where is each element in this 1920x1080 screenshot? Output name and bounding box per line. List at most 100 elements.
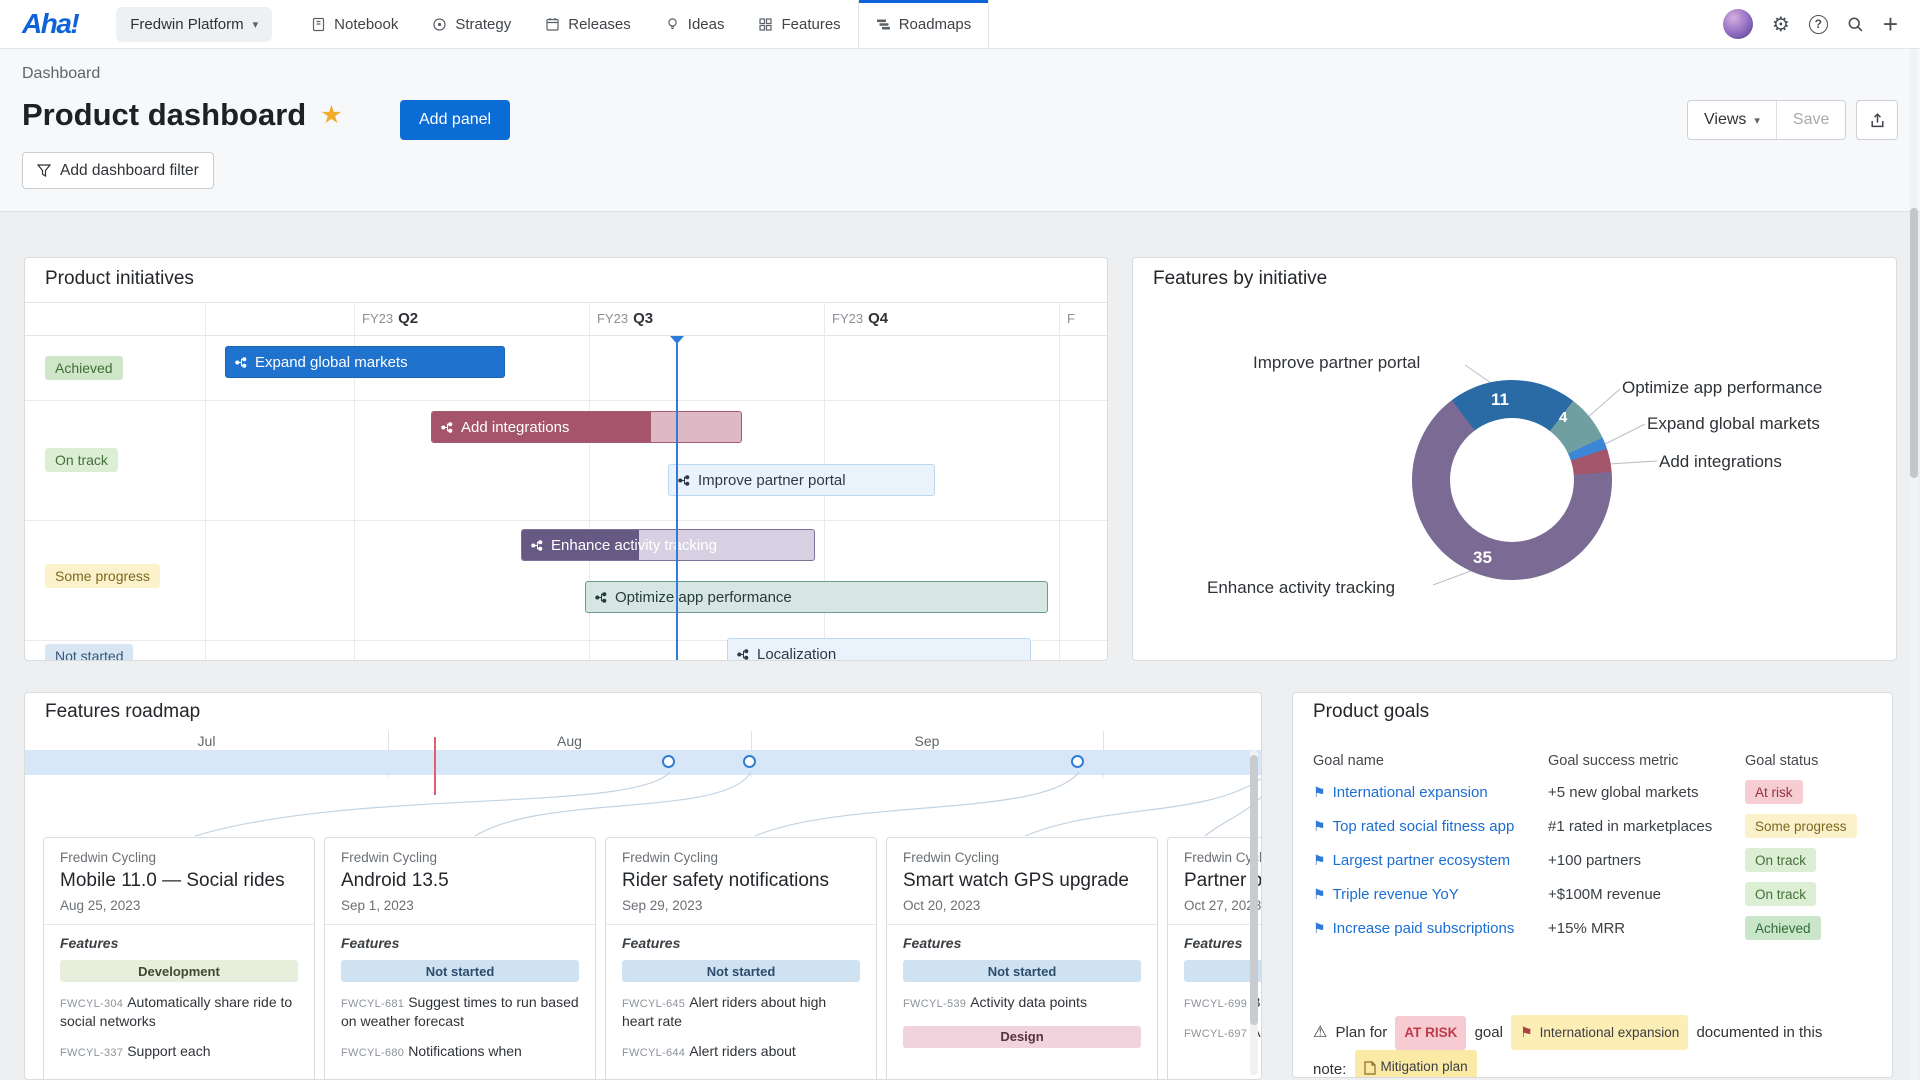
workspace-selector[interactable]: Fredwin Platform ▾	[116, 6, 273, 42]
feature-item[interactable]: FWCYL-304 Automatically share ride to soc…	[60, 993, 298, 1031]
card-section-label: Features	[1184, 935, 1243, 951]
milestone-connectors	[194, 771, 1261, 837]
product-name: Fredwin Cycling	[622, 850, 719, 865]
milestone-marker[interactable]	[1071, 755, 1084, 768]
nav-item-label: Notebook	[334, 15, 399, 33]
add-panel-button[interactable]: Add panel	[400, 100, 511, 140]
release-card-partner-portal[interactable]: Fredwin Cycling Partner portal Oct 27, 2…	[1167, 837, 1262, 1079]
product-name: Fredwin Cycling	[1184, 850, 1262, 865]
add-plus-icon[interactable]: +	[1882, 9, 1898, 39]
goal-link[interactable]: Increase paid subscriptions	[1332, 920, 1515, 937]
goal-row: ⚑ Triple revenue YoY +$100M revenue On tr…	[1293, 882, 1892, 912]
release-title[interactable]: Rider safety notifications	[622, 870, 829, 891]
views-button[interactable]: Views ▾	[1688, 101, 1776, 139]
release-title[interactable]: Mobile 11.0 — Social rides	[60, 870, 285, 891]
donut-value: 11	[1491, 390, 1509, 409]
goal-link[interactable]: Top rated social fitness app	[1332, 818, 1515, 835]
initiative-icon	[595, 591, 608, 604]
aha-logo[interactable]: Aha!	[22, 8, 80, 39]
feature-item[interactable]: FWCYL-645 Alert riders about high heart r…	[622, 993, 860, 1031]
nav-item-releases[interactable]: Releases	[528, 0, 648, 48]
goal-name-cell: ⚑ Top rated social fitness app	[1313, 818, 1514, 836]
status-badge: On track	[45, 448, 118, 472]
initiative-icon	[441, 421, 454, 434]
nav-item-ideas[interactable]: Ideas	[648, 0, 742, 48]
release-card-android-13-5[interactable]: Fredwin Cycling Android 13.5 Sep 1, 2023…	[324, 837, 596, 1079]
gantt-bar-improve-partner-portal[interactable]: Improve partner portal	[668, 464, 935, 496]
document-icon	[1363, 1060, 1376, 1075]
release-title[interactable]: Partner portal	[1184, 870, 1261, 891]
donut-label-enhance-activity-tracking[interactable]: Enhance activity tracking	[1207, 578, 1396, 597]
feature-ref: FWCYL-337	[60, 1046, 124, 1059]
goal-flag-icon: ⚑	[1313, 852, 1326, 868]
feature-item[interactable]: FWCYL-680 Notifications when	[341, 1042, 579, 1061]
gantt-bar-expand-global-markets[interactable]: Expand global markets	[225, 346, 505, 378]
settings-gear-icon[interactable]: ⚙	[1771, 13, 1790, 36]
grid-line	[354, 302, 355, 660]
feature-item[interactable]: FWCYL-681 Suggest times to run based on w…	[341, 993, 579, 1031]
initiative-icon	[678, 474, 691, 487]
release-title[interactable]: Android 13.5	[341, 870, 449, 891]
donut-chart[interactable]	[1412, 380, 1612, 580]
panel-scrollbar-thumb[interactable]	[1250, 755, 1258, 1025]
release-card-smart-watch-gps[interactable]: Fredwin Cycling Smart watch GPS upgrade …	[886, 837, 1158, 1079]
gantt-bar-localization[interactable]: Localization	[727, 638, 1031, 660]
workflow-status-badge: Not started	[341, 960, 579, 982]
gantt-bar-enhance-activity-tracking[interactable]: Enhance activity tracking	[521, 529, 815, 561]
gantt-bar-optimize-app-performance[interactable]: Optimize app performance	[585, 581, 1048, 613]
favorite-star-icon[interactable]: ★	[320, 101, 343, 129]
release-card-mobile-11[interactable]: Fredwin Cycling Mobile 11.0 — Social rid…	[43, 837, 315, 1079]
feature-item[interactable]: FWCYL-644 Alert riders about	[622, 1042, 860, 1061]
feature-ref: FWCYL-697	[1184, 1027, 1248, 1040]
feature-item[interactable]: FWCYL-337 Support each	[60, 1042, 298, 1061]
gantt-bar-add-integrations[interactable]: Add integrations	[431, 411, 742, 443]
feature-text: Support each	[127, 1042, 211, 1059]
release-card-rider-safety[interactable]: Fredwin Cycling Rider safety notificatio…	[605, 837, 877, 1079]
share-icon	[1870, 112, 1884, 127]
nav-item-features[interactable]: Features	[741, 0, 857, 48]
user-avatar[interactable]	[1722, 9, 1753, 39]
nav-item-roadmaps[interactable]: Roadmaps	[857, 0, 990, 48]
bar-label: Improve partner portal	[698, 471, 846, 489]
row-divider	[25, 400, 1107, 401]
goal-link[interactable]: Largest partner ecosystem	[1332, 852, 1511, 869]
search-icon[interactable]	[1847, 16, 1864, 33]
goal-flag-icon: ⚑	[1520, 1024, 1533, 1040]
quarter-label: FY23 Q4	[832, 310, 889, 327]
donut-label-expand-global-markets[interactable]: Expand global markets	[1647, 414, 1820, 433]
goal-link[interactable]: International expansion	[1332, 784, 1488, 801]
release-title[interactable]: Smart watch GPS upgrade	[903, 870, 1129, 891]
goal-metric: +15% MRR	[1548, 920, 1626, 937]
risk-note: ⚠ Plan for AT RISK goal ⚑ International e…	[1313, 1015, 1833, 1077]
page-scrollbar-thumb[interactable]	[1910, 208, 1918, 478]
card-section-label: Features	[341, 935, 400, 951]
milestone-marker[interactable]	[662, 755, 675, 768]
gantt-chart: FY23 Q2 FY23 Q3 FY23 Q4 F Achieved On track…	[25, 302, 1107, 660]
breadcrumb[interactable]: Dashboard	[22, 65, 101, 82]
nav-item-strategy[interactable]: Strategy	[415, 0, 528, 48]
goal-reference-badge[interactable]: ⚑ International expansion	[1511, 1015, 1689, 1051]
goal-link[interactable]: Triple revenue YoY	[1332, 886, 1459, 903]
help-icon[interactable]: ?	[1808, 14, 1828, 34]
save-button[interactable]: Save	[1775, 101, 1845, 139]
feature-text: Activity data points	[970, 994, 1087, 1010]
donut-label-add-integrations[interactable]: Add integrations	[1659, 452, 1782, 471]
goal-status-badge: On track	[1745, 848, 1817, 872]
donut-label-optimize-app-performance[interactable]: Optimize app performance	[1622, 378, 1823, 397]
today-line	[434, 737, 436, 795]
workflow-status-badge: Design	[903, 1025, 1141, 1048]
feature-item[interactable]: FWCYL-539 Activity data points	[903, 993, 1141, 1012]
milestone-marker[interactable]	[743, 755, 756, 768]
note-document-badge[interactable]: Mitigation plan	[1354, 1050, 1477, 1077]
nav-item-notebook[interactable]: Notebook	[294, 0, 415, 48]
feature-ref: FWCYL-644	[622, 1046, 686, 1059]
goal-name-cell: ⚑ Increase paid subscriptions	[1313, 920, 1514, 938]
product-name: Fredwin Cycling	[903, 850, 1000, 865]
release-date: Oct 20, 2023	[903, 898, 981, 913]
add-dashboard-filter-button[interactable]: Add dashboard filter	[22, 152, 214, 189]
feature-text: Alert riders about high heart rate	[622, 994, 827, 1029]
goal-metric: #1 rated in marketplaces	[1548, 818, 1713, 835]
release-date: Sep 29, 2023	[622, 898, 703, 913]
share-export-button[interactable]	[1856, 100, 1898, 140]
donut-label-improve-partner-portal[interactable]: Improve partner portal	[1253, 353, 1421, 372]
